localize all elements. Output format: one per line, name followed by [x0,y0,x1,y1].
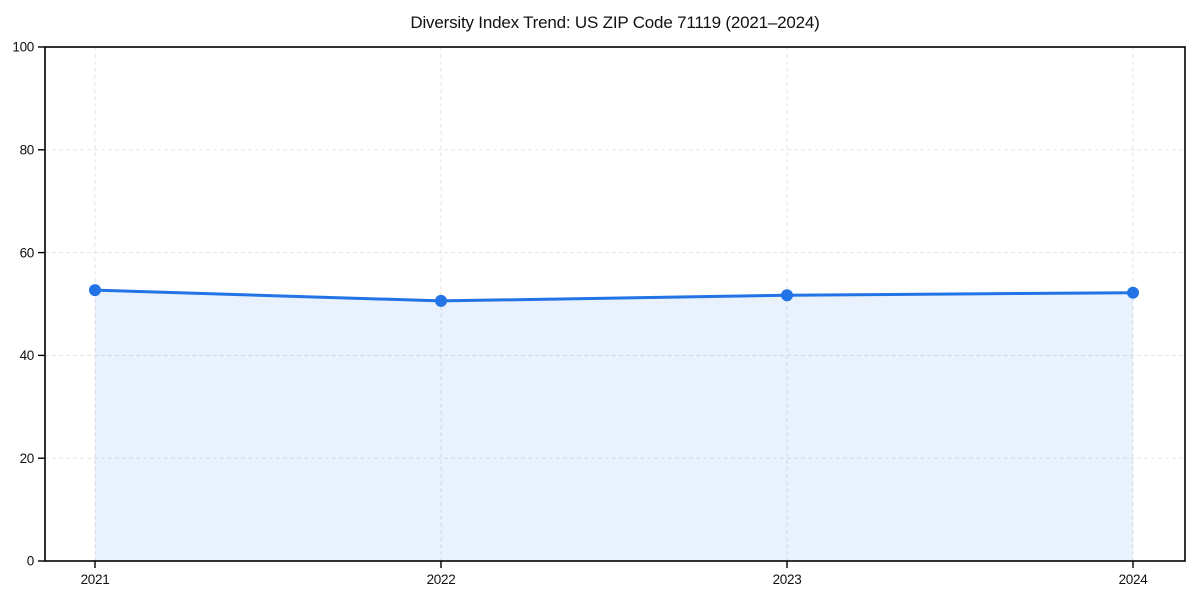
data-point-2022 [435,294,447,307]
x-tick-label-2022: 2022 [427,572,456,587]
y-tick-label-40: 40 [20,348,34,363]
data-point-2023 [781,289,793,302]
x-tick-label-2023: 2023 [773,572,802,587]
data-point-2021 [89,284,101,297]
y-tick-label-80: 80 [20,143,34,158]
plot-border [44,46,1186,562]
y-tick-label-20: 20 [20,451,34,466]
y-tick-label-0: 0 [27,554,34,569]
chart-title: Diversity Index Trend: US ZIP Code 71119… [410,13,820,32]
y-tick-label-60: 60 [20,245,34,260]
x-tick-label-2024: 2024 [1119,572,1149,587]
x-tick-label-2021: 2021 [81,572,110,587]
trend-line [93,288,1135,303]
data-point-2024 [1127,286,1139,299]
y-tick-label-100: 100 [12,40,34,55]
area-fill [95,290,1133,561]
